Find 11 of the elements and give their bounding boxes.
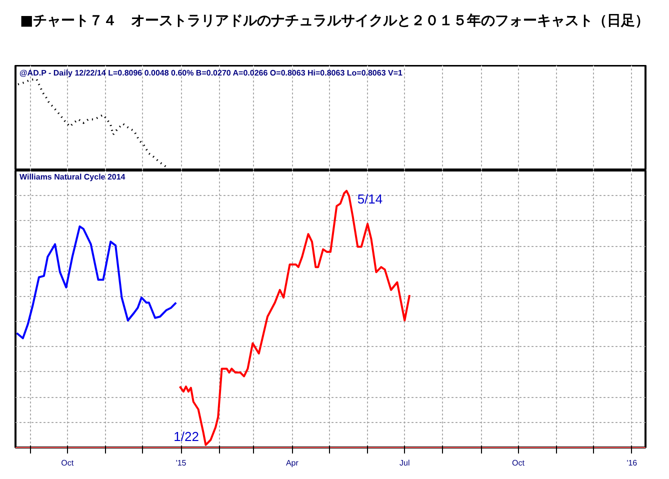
x-tick-label: Apr: [286, 458, 299, 468]
chart-subtitle: @AD.P - Daily 12/22/14 L=0.8096 0.0048 0.60% B=0.0270 A=0.0266 O=0.8063 Hi=0.8063 Lo=0.8063 V=1: [20, 68, 404, 78]
x-tick-label: Oct: [61, 458, 74, 468]
chart-title: Williams Natural Cycle 2014: [20, 172, 126, 182]
x-tick-label: '15: [176, 458, 187, 468]
annotation: 1/22: [174, 428, 199, 444]
x-tick-label: Jul: [400, 458, 410, 468]
x-tick-label: '16: [626, 458, 638, 468]
x-tick-label: Oct: [512, 458, 526, 468]
chart-title: ■チャート７４ オーストラリアドルのナチュラルサイクルと２０１５年のフォーキャスト（日足）: [20, 12, 650, 31]
annotation: 5/14: [357, 191, 383, 206]
